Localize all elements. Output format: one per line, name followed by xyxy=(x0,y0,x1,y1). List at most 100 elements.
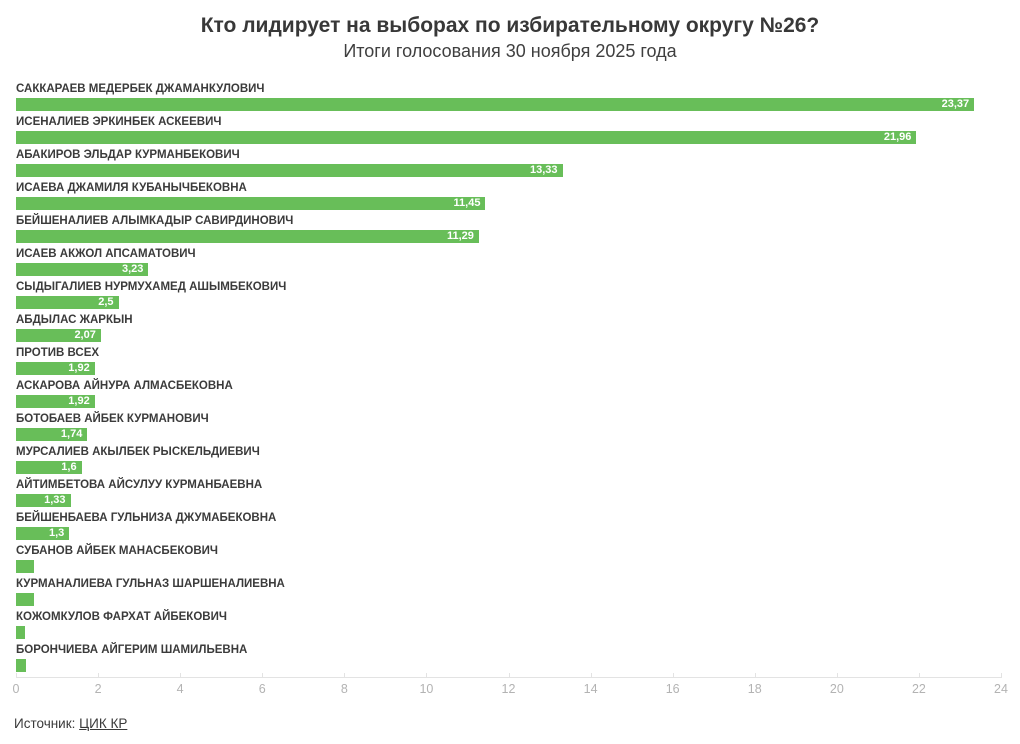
candidate-name-label: САККАРАЕВ МЕДЕРБЕК ДЖАМАНКУЛОВИЧ xyxy=(16,83,265,95)
x-axis-tickmark xyxy=(672,673,674,678)
x-axis-tickmark xyxy=(1001,673,1002,678)
x-axis-tickmark xyxy=(836,673,838,678)
chart-row: ПРОТИВ ВСЕХ 1,92 xyxy=(0,347,1020,380)
candidate-name-label: БОТОБАЕВ АЙБЕК КУРМАНОВИЧ xyxy=(16,413,209,425)
candidate-name-label: ИСЕНАЛИЕВ ЭРКИНБЕК АСКЕЕВИЧ xyxy=(16,116,222,128)
bar-track: 13,33 xyxy=(16,164,1000,177)
result-bar[interactable]: 1,33 xyxy=(16,494,71,507)
chart-row: ИСАЕВА ДЖАМИЛЯ КУБАНЫЧБЕКОВНА 11,45 xyxy=(0,182,1020,215)
bar-chart: САККАРАЕВ МЕДЕРБЕК ДЖАМАНКУЛОВИЧ 23,37 ИСЕ… xyxy=(0,83,1020,701)
result-bar[interactable]: 1,74 xyxy=(16,428,88,441)
bar-value-label: 3,23 xyxy=(122,263,144,275)
x-axis-tickmark xyxy=(508,673,510,678)
result-bar[interactable] xyxy=(16,593,35,606)
candidate-name-label: БЕЙШЕНБАЕВА ГУЛЬНИЗА ДЖУМАБЕКОВНА xyxy=(16,512,277,524)
bar-value-label: 2,07 xyxy=(74,329,96,341)
candidate-name-label: БОРОНЧИЕВА АЙГЕРИМ ШАМИЛЬЕВНА xyxy=(16,644,248,656)
chart-row: АСКАРОВА АЙНУРА АЛМАСБЕКОВНА 1,92 xyxy=(0,380,1020,413)
x-axis-tick-label: 2 xyxy=(94,682,102,696)
bar-value-label: 11,29 xyxy=(446,230,474,242)
chart-row: СЫДЫГАЛИЕВ НУРМУХАМЕД АШЫМБЕКОВИЧ 2,5 xyxy=(0,281,1020,314)
x-axis-tickmark xyxy=(180,673,182,678)
result-bar[interactable] xyxy=(16,659,26,672)
x-axis-tickmark xyxy=(590,673,592,678)
bar-track: 3,23 xyxy=(16,263,1000,276)
candidate-name-label: АСКАРОВА АЙНУРА АЛМАСБЕКОВНА xyxy=(16,380,233,392)
candidate-name-label: АЙТИМБЕТОВА АЙСУЛУУ КУРМАНБАЕВНА xyxy=(16,479,263,491)
bar-value-label: 11,45 xyxy=(453,197,481,209)
bar-value-label: 1,6 xyxy=(61,461,77,473)
result-bar[interactable]: 13,33 xyxy=(16,164,563,177)
candidate-name-label: МУРСАЛИЕВ АКЫЛБЕК РЫСКЕЛЬДИЕВИЧ xyxy=(16,446,260,458)
x-axis-tick-label: 22 xyxy=(911,682,926,696)
x-axis-tickmark xyxy=(344,673,346,678)
x-axis-tick-label: 24 xyxy=(994,682,1008,696)
candidate-name-label: КУРМАНАЛИЕВА ГУЛЬНАЗ ШАРШЕНАЛИЕВНА xyxy=(16,578,285,590)
bar-track: 11,45 xyxy=(16,197,1000,210)
x-axis-tickmark xyxy=(98,673,100,678)
x-axis-tick-label: 10 xyxy=(419,682,434,696)
chart-row: БЕЙШЕНАЛИЕВ АЛЫМКАДЫР САВИРДИНОВИЧ 11,29 xyxy=(0,215,1020,248)
bar-track: 2,5 xyxy=(16,296,1000,309)
chart-row: МУРСАЛИЕВ АКЫЛБЕК РЫСКЕЛЬДИЕВИЧ 1,6 xyxy=(0,446,1020,479)
bar-value-label: 1,33 xyxy=(44,494,66,506)
bar-value-label: 1,92 xyxy=(68,395,90,407)
source-label: Источник: xyxy=(14,716,76,731)
candidate-name-label: ИСАЕВ АКЖОЛ АПСАМАТОВИЧ xyxy=(16,248,196,260)
chart-row: САККАРАЕВ МЕДЕРБЕК ДЖАМАНКУЛОВИЧ 23,37 xyxy=(0,83,1020,116)
bar-track: 1,92 xyxy=(16,362,1000,375)
result-bar[interactable]: 2,07 xyxy=(16,329,101,342)
source-note: Источник: ЦИК КР xyxy=(14,716,127,731)
candidate-name-label: АБАКИРОВ ЭЛЬДАР КУРМАНБЕКОВИЧ xyxy=(16,149,240,161)
result-bar[interactable]: 1,92 xyxy=(16,395,95,408)
chart-row: БЕЙШЕНБАЕВА ГУЛЬНИЗА ДЖУМАБЕКОВНА 1,3 xyxy=(0,512,1020,545)
x-axis-tickmark xyxy=(16,673,17,678)
result-bar[interactable]: 1,92 xyxy=(16,362,95,375)
result-bar[interactable]: 2,5 xyxy=(16,296,119,309)
chart-row: КОЖОМКУЛОВ ФАРХАТ АЙБЕКОВИЧ xyxy=(0,611,1020,644)
bar-track xyxy=(16,626,1000,639)
x-axis-tickmark xyxy=(754,673,756,678)
chart-title: Кто лидирует на выборах по избирательном… xyxy=(200,14,820,37)
candidate-name-label: ПРОТИВ ВСЕХ xyxy=(16,347,100,359)
bar-track: 1,74 xyxy=(16,428,1000,441)
result-bar[interactable] xyxy=(16,560,35,573)
result-bar[interactable]: 11,29 xyxy=(16,230,479,243)
x-axis: 0 2 4 6 8 10 12 14 16 18 20 22 24 xyxy=(13,673,1008,701)
bar-track: 11,29 xyxy=(16,230,1000,243)
result-bar[interactable]: 1,3 xyxy=(16,527,70,540)
chart-row: АЙТИМБЕТОВА АЙСУЛУУ КУРМАНБАЕВНА 1,33 xyxy=(0,479,1020,512)
chart-row: КУРМАНАЛИЕВА ГУЛЬНАЗ ШАРШЕНАЛИЕВНА xyxy=(0,578,1020,611)
x-axis-tickmark xyxy=(262,673,264,678)
result-bar[interactable] xyxy=(16,626,26,639)
x-axis-tick-label: 12 xyxy=(501,682,516,696)
x-axis-tick-label: 6 xyxy=(258,682,266,696)
chart-header: Кто лидирует на выборах по избирательном… xyxy=(0,0,1020,63)
bar-track: 1,92 xyxy=(16,395,1000,408)
candidate-name-label: КОЖОМКУЛОВ ФАРХАТ АЙБЕКОВИЧ xyxy=(16,611,227,623)
candidate-name-label: АБДЫЛАС ЖАРКЫН xyxy=(16,314,133,326)
bar-track: 23,37 xyxy=(16,98,1000,111)
chart-row: ИСАЕВ АКЖОЛ АПСАМАТОВИЧ 3,23 xyxy=(0,248,1020,281)
x-axis-tick-label: 4 xyxy=(176,682,184,696)
bar-value-label: 2,5 xyxy=(98,296,114,308)
x-axis-tickmark xyxy=(426,673,428,678)
result-bar[interactable]: 21,96 xyxy=(16,131,917,144)
x-axis-tick-label: 18 xyxy=(747,682,762,696)
bar-value-label: 1,3 xyxy=(49,527,65,539)
x-axis-tick-label: 14 xyxy=(583,682,598,696)
bar-value-label: 23,37 xyxy=(941,98,970,110)
chart-row: БОРОНЧИЕВА АЙГЕРИМ ШАМИЛЬЕВНА xyxy=(0,644,1020,677)
x-axis-tickmark xyxy=(918,673,920,678)
bar-track xyxy=(16,593,1000,606)
result-bar[interactable]: 3,23 xyxy=(16,263,149,276)
source-link[interactable]: ЦИК КР xyxy=(79,716,128,731)
result-bar[interactable]: 23,37 xyxy=(16,98,975,111)
chart-rows: САККАРАЕВ МЕДЕРБЕК ДЖАМАНКУЛОВИЧ 23,37 ИСЕ… xyxy=(0,83,1020,677)
bar-track: 21,96 xyxy=(16,131,1000,144)
bar-track: 1,3 xyxy=(16,527,1000,540)
result-bar[interactable]: 11,45 xyxy=(16,197,486,210)
result-bar[interactable]: 1,6 xyxy=(16,461,82,474)
bar-track: 2,07 xyxy=(16,329,1000,342)
